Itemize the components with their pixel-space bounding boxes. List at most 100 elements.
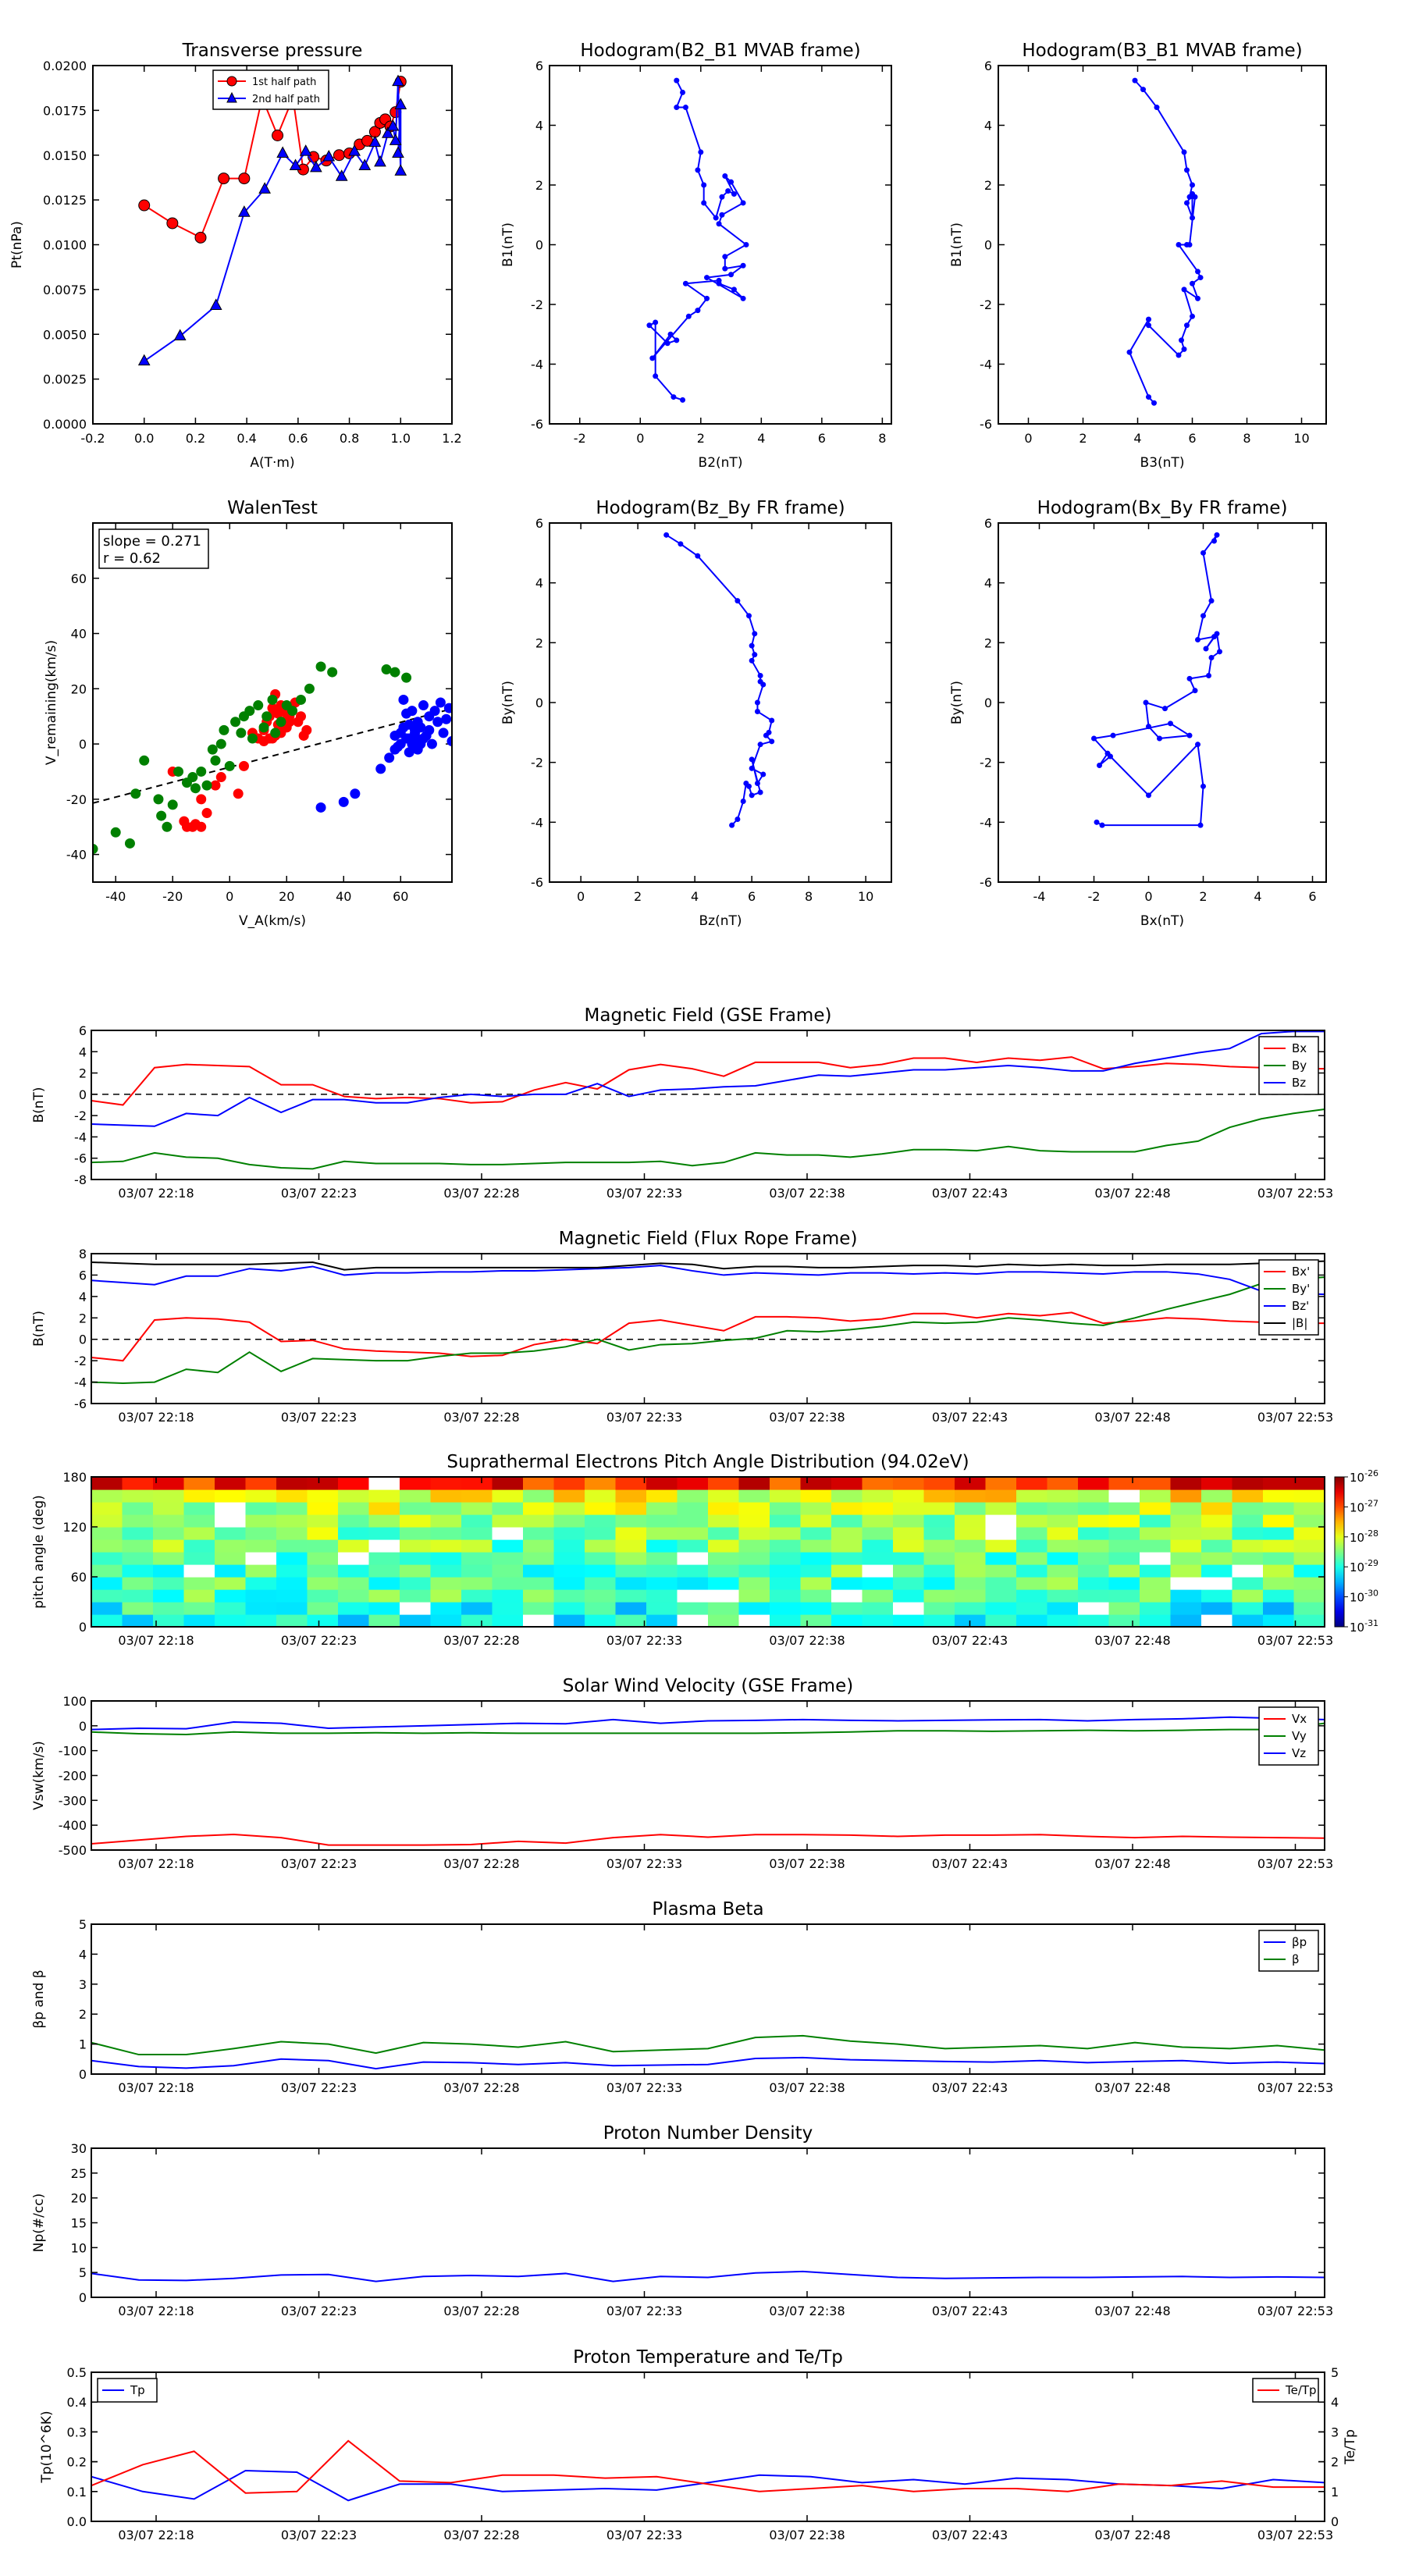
x-tick-label: 03/07 22:38 — [769, 1410, 845, 1425]
x-tick-label: 0.8 — [340, 431, 359, 446]
heatmap-cell — [893, 1552, 925, 1565]
x-tick-label: 20 — [279, 889, 294, 904]
data-point — [680, 397, 686, 403]
y-tick-label: 60 — [71, 571, 87, 586]
heatmap-cell — [215, 1577, 247, 1590]
x-tick-label: 03/07 22:48 — [1094, 2528, 1170, 2542]
heatmap-cell — [183, 1527, 215, 1540]
heatmap-cell — [523, 1477, 555, 1490]
colorbar-exponent: -29 — [1364, 1558, 1378, 1568]
heatmap-cell — [677, 1527, 709, 1540]
heatmap-cell — [1047, 1577, 1079, 1590]
y-tick-label: 0.0200 — [43, 59, 87, 73]
heatmap-cell — [430, 1602, 462, 1615]
heatmap-cell — [923, 1502, 955, 1515]
legend-label: Bz — [1292, 1076, 1306, 1090]
x-tick-label: 0 — [1024, 431, 1032, 446]
data-point — [389, 133, 402, 145]
heatmap-cell — [955, 1577, 987, 1590]
heatmap-cell — [1016, 1527, 1048, 1540]
heatmap-cell — [893, 1539, 925, 1553]
data-point — [1195, 637, 1200, 642]
y-tick-label: 100 — [62, 1694, 87, 1709]
heatmap-cell — [738, 1477, 770, 1490]
heatmap-cell — [615, 1577, 647, 1590]
x-tick-label: -2 — [1088, 889, 1101, 904]
y-axis-label: Np(#/cc) — [31, 2194, 47, 2252]
x-tick-label: 03/07 22:33 — [606, 1186, 682, 1201]
data-point — [735, 598, 741, 604]
y-tick-label: 10 — [71, 2240, 87, 2255]
data-point — [1143, 699, 1149, 706]
heatmap-cell — [523, 1589, 555, 1603]
heatmap-cell — [183, 1577, 215, 1590]
heatmap-cell — [1078, 1514, 1110, 1528]
data-point — [209, 298, 222, 311]
x-tick-label: 03/07 22:48 — [1094, 1856, 1170, 1871]
heatmap-cell — [1263, 1527, 1295, 1540]
heatmap-cell — [338, 1552, 370, 1565]
heatmap-cell — [955, 1514, 987, 1528]
x-tick-label: 03/07 22:53 — [1257, 2528, 1333, 2542]
heatmap-cell — [985, 1527, 1017, 1540]
data-point — [173, 329, 187, 341]
heatmap-cell — [183, 1602, 215, 1615]
series-line — [91, 1716, 1325, 1731]
x-tick-label: -40 — [105, 889, 126, 904]
x-tick-label: 03/07 22:18 — [118, 2080, 194, 2095]
heatmap-cell — [1108, 1502, 1140, 1515]
data-point — [722, 173, 728, 180]
x-tick-label: 03/07 22:38 — [769, 2304, 845, 2318]
heatmap-cell — [183, 1552, 215, 1565]
heatmap-cell — [368, 1514, 400, 1528]
heatmap-cell — [1170, 1589, 1202, 1603]
heatmap-cell — [245, 1614, 277, 1628]
x-tick-label: 03/07 22:28 — [443, 2304, 519, 2318]
heatmap-cell — [1232, 1577, 1264, 1590]
chart-title: Hodogram(B2_B1 MVAB frame) — [580, 41, 860, 61]
y-tick-label: 0.0025 — [43, 372, 87, 387]
heatmap-cell — [646, 1602, 678, 1615]
x-tick-label: 2 — [634, 889, 642, 904]
heatmap-cell — [400, 1602, 432, 1615]
data-point — [139, 755, 150, 766]
heatmap-cell — [923, 1564, 955, 1578]
heatmap-cell — [1140, 1564, 1172, 1578]
heatmap-cell — [862, 1527, 894, 1540]
data-point — [740, 200, 746, 206]
heatmap-cell — [770, 1527, 802, 1540]
data-point — [749, 765, 755, 771]
heatmap-cell — [615, 1502, 647, 1515]
y-tick-label: -40 — [66, 848, 87, 863]
heatmap-cell — [1170, 1577, 1202, 1590]
data-point — [415, 738, 426, 749]
heatmap-cell — [831, 1602, 863, 1615]
heatmap-cell — [461, 1489, 493, 1503]
heatmap-cell — [1170, 1527, 1202, 1540]
y-tick-label: 6 — [535, 516, 543, 531]
data-point — [1132, 77, 1138, 84]
data-point — [1126, 349, 1133, 355]
x-tick-label: 03/07 22:18 — [118, 1410, 194, 1425]
chart-title: Plasma Beta — [652, 1899, 763, 1920]
data-point — [1151, 400, 1157, 406]
heatmap-cell — [800, 1539, 832, 1553]
y-tick-label: 0 — [535, 696, 543, 710]
plot-frame — [549, 65, 892, 425]
data-point — [382, 126, 394, 138]
heatmap-cell — [1293, 1514, 1325, 1528]
heatmap-cell — [1263, 1502, 1295, 1515]
y-tick-label: 0.0125 — [43, 193, 87, 208]
data-point — [704, 295, 710, 301]
heatmap-cell — [553, 1577, 585, 1590]
heatmap-cell — [831, 1589, 863, 1603]
heatmap-cell — [738, 1539, 770, 1553]
heatmap-cell — [831, 1564, 863, 1578]
heatmap-cell — [553, 1539, 585, 1553]
data-point — [1211, 538, 1217, 544]
heatmap-cell — [91, 1514, 123, 1528]
data-point — [1094, 819, 1100, 825]
heatmap-cell — [461, 1589, 493, 1603]
heatmap-cell — [646, 1527, 678, 1540]
heatmap-cell — [862, 1502, 894, 1515]
